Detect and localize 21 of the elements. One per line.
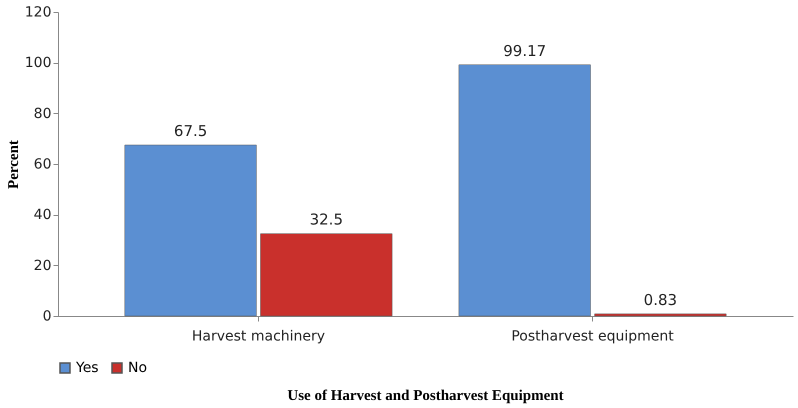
- legend-label: No: [128, 360, 148, 376]
- y-tick-label: 40: [34, 207, 52, 224]
- data-label: 32.5: [310, 210, 343, 229]
- y-tick-label: 80: [34, 106, 52, 122]
- x-tick-label: Harvest machinery: [192, 328, 326, 344]
- bar: [260, 233, 392, 316]
- y-tick-label: 60: [34, 156, 52, 172]
- bar: [124, 144, 257, 316]
- y-tick-label: 0: [42, 308, 52, 324]
- y-axis-title: Percent: [6, 140, 22, 189]
- y-tick-label: 120: [24, 4, 52, 20]
- x-tick-label: Postharvest equipment: [511, 328, 674, 344]
- y-tick-label: 20: [34, 258, 52, 274]
- data-label: 99.17: [503, 42, 546, 60]
- bar: [458, 64, 591, 316]
- legend-label: Yes: [75, 360, 99, 376]
- x-axis-title: Use of Harvest and Postharvest Equipment: [287, 388, 564, 404]
- data-label: 67.5: [174, 122, 208, 140]
- bar: [594, 314, 726, 316]
- y-tick-label: 100: [24, 55, 52, 72]
- data-label: 0.83: [644, 290, 678, 309]
